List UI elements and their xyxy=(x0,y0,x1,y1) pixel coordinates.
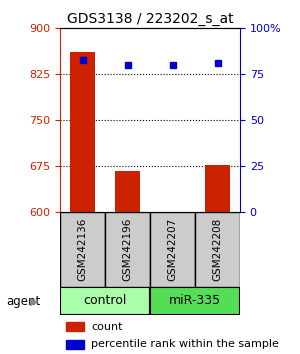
Bar xyxy=(60,287,150,315)
Title: GDS3138 / 223202_s_at: GDS3138 / 223202_s_at xyxy=(67,12,233,26)
Text: percentile rank within the sample: percentile rank within the sample xyxy=(91,339,279,349)
Bar xyxy=(60,212,105,287)
Bar xyxy=(150,212,195,287)
Bar xyxy=(105,212,150,287)
Bar xyxy=(115,171,140,212)
Bar xyxy=(66,322,83,331)
Bar xyxy=(205,165,230,212)
Text: GSM242196: GSM242196 xyxy=(122,218,133,281)
Text: count: count xyxy=(91,322,122,332)
Bar xyxy=(150,287,240,315)
Text: control: control xyxy=(83,295,127,307)
Text: ▶: ▶ xyxy=(30,297,39,307)
Text: GSM242208: GSM242208 xyxy=(212,218,223,281)
Bar xyxy=(195,212,240,287)
Text: miR-335: miR-335 xyxy=(169,295,221,307)
Text: agent: agent xyxy=(6,295,40,308)
Bar xyxy=(66,340,83,349)
Bar xyxy=(70,52,95,212)
Text: GSM242136: GSM242136 xyxy=(77,218,88,281)
Text: GSM242207: GSM242207 xyxy=(167,218,178,281)
